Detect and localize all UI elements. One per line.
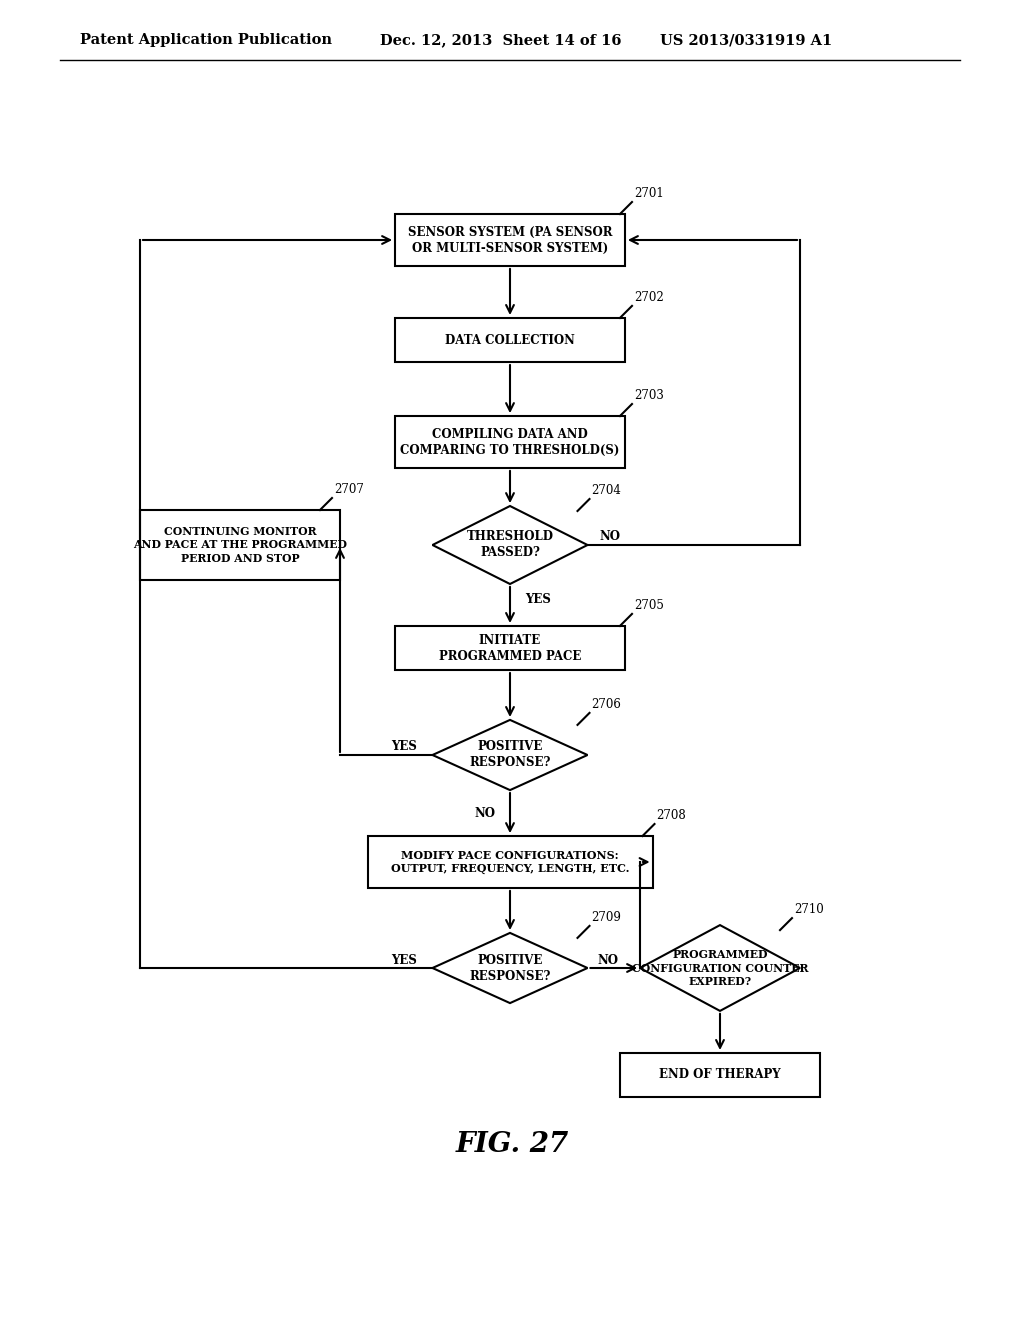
Text: 2709: 2709 — [592, 911, 622, 924]
Text: NO: NO — [597, 953, 618, 966]
Text: MODIFY PACE CONFIGURATIONS:
OUTPUT, FREQUENCY, LENGTH, ETC.: MODIFY PACE CONFIGURATIONS: OUTPUT, FREQ… — [391, 850, 630, 874]
Polygon shape — [432, 719, 588, 791]
Text: SENSOR SYSTEM (PA SENSOR
OR MULTI-SENSOR SYSTEM): SENSOR SYSTEM (PA SENSOR OR MULTI-SENSOR… — [408, 226, 612, 255]
Bar — [395, 416, 625, 469]
Text: 2706: 2706 — [592, 698, 622, 711]
Text: YES: YES — [391, 953, 418, 966]
Text: 2701: 2701 — [634, 187, 664, 201]
Text: INITIATE
PROGRAMMED PACE: INITIATE PROGRAMMED PACE — [439, 634, 582, 663]
Text: 2710: 2710 — [794, 903, 823, 916]
Text: 2704: 2704 — [592, 484, 622, 498]
Text: NO: NO — [599, 531, 621, 544]
Text: THRESHOLD
PASSED?: THRESHOLD PASSED? — [467, 531, 554, 560]
Polygon shape — [432, 506, 588, 583]
Bar — [395, 318, 625, 362]
Bar — [140, 510, 340, 579]
Text: FIG. 27: FIG. 27 — [456, 1131, 568, 1159]
Text: Patent Application Publication: Patent Application Publication — [80, 33, 332, 48]
Text: PROGRAMMED
CONFIGURATION COUNTER
EXPIRED?: PROGRAMMED CONFIGURATION COUNTER EXPIRED… — [632, 949, 808, 987]
Text: YES: YES — [391, 741, 418, 754]
Bar — [395, 214, 625, 267]
Text: POSITIVE
RESPONSE?: POSITIVE RESPONSE? — [469, 741, 551, 770]
Bar — [368, 836, 652, 888]
Text: END OF THERAPY: END OF THERAPY — [659, 1068, 781, 1081]
Text: POSITIVE
RESPONSE?: POSITIVE RESPONSE? — [469, 953, 551, 982]
Polygon shape — [640, 925, 800, 1011]
Bar — [395, 626, 625, 671]
Text: 2708: 2708 — [656, 809, 686, 822]
Bar — [620, 1053, 820, 1097]
Text: Dec. 12, 2013  Sheet 14 of 16: Dec. 12, 2013 Sheet 14 of 16 — [380, 33, 622, 48]
Text: DATA COLLECTION: DATA COLLECTION — [445, 334, 574, 346]
Text: 2703: 2703 — [634, 389, 664, 403]
Text: YES: YES — [525, 594, 551, 606]
Text: 2707: 2707 — [334, 483, 364, 496]
Text: 2705: 2705 — [634, 599, 664, 612]
Polygon shape — [432, 933, 588, 1003]
Text: NO: NO — [474, 807, 495, 820]
Text: 2702: 2702 — [634, 290, 664, 304]
Text: COMPILING DATA AND
COMPARING TO THRESHOLD(S): COMPILING DATA AND COMPARING TO THRESHOL… — [400, 428, 620, 457]
Text: US 2013/0331919 A1: US 2013/0331919 A1 — [660, 33, 833, 48]
Text: CONTINUING MONITOR
AND PACE AT THE PROGRAMMED
PERIOD AND STOP: CONTINUING MONITOR AND PACE AT THE PROGR… — [133, 525, 347, 564]
